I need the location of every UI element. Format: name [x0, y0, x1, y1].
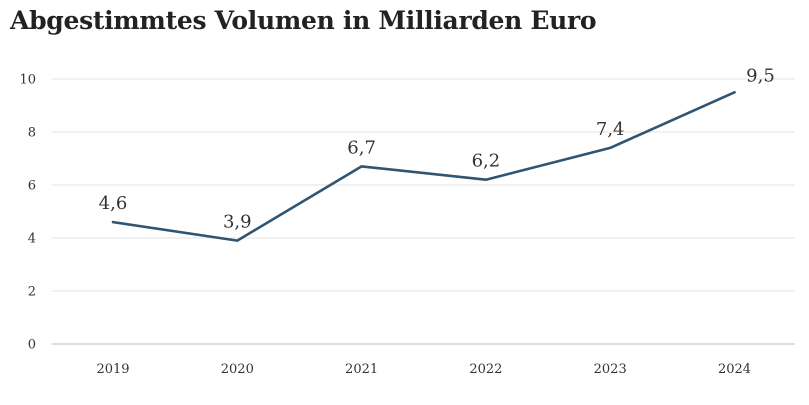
data-point — [236, 239, 239, 242]
x-tick-label: 2019 — [96, 362, 129, 377]
data-label: 9,5 — [746, 65, 775, 86]
y-tick-label: 4 — [28, 232, 36, 247]
x-tick-label: 2020 — [221, 362, 254, 377]
x-axis-tick-labels: 2019 2020 2021 2022 2023 2024 — [96, 362, 751, 377]
data-point — [609, 146, 612, 150]
y-tick-label: 8 — [28, 126, 36, 141]
data-label: 7,4 — [596, 119, 625, 140]
data-point — [733, 91, 736, 94]
data-label: 3,9 — [223, 212, 252, 233]
data-point — [111, 220, 115, 224]
x-tick-label: 2021 — [345, 362, 378, 377]
chart-title: Abgestimmtes Volumen in Milliarden Euro — [10, 6, 597, 35]
y-tick-label: 6 — [28, 179, 36, 194]
data-label: 6,7 — [347, 137, 376, 158]
series-line — [111, 91, 736, 242]
x-tick-label: 2024 — [718, 362, 751, 377]
x-tick-label: 2023 — [594, 362, 627, 377]
x-tick-label: 2022 — [469, 362, 502, 377]
gridlines — [52, 78, 795, 345]
data-point — [360, 165, 363, 168]
y-axis-tick-labels: 0 2 4 6 8 10 — [19, 73, 36, 353]
y-tick-label: 0 — [28, 338, 36, 353]
data-label: 4,6 — [99, 193, 128, 214]
data-label: 6,2 — [472, 151, 501, 172]
series-line-group — [111, 91, 736, 242]
data-labels: 4,6 3,9 6,7 6,2 7,4 9,5 — [99, 65, 775, 232]
data-point — [484, 178, 488, 181]
y-tick-label: 2 — [28, 285, 36, 300]
y-tick-label: 10 — [19, 73, 36, 88]
